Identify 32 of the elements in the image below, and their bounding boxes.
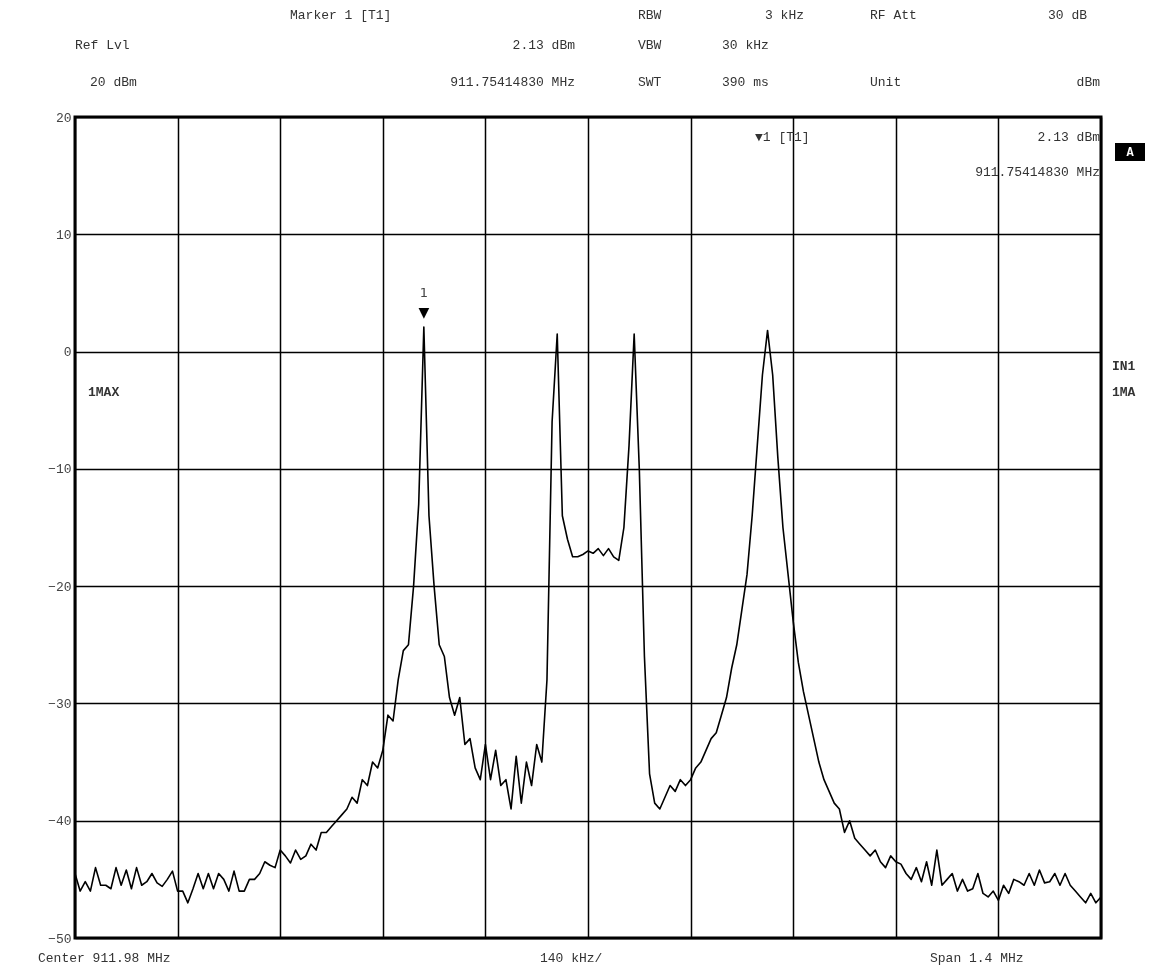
- annotation: ▼: [418, 303, 430, 320]
- text: 390 ms: [722, 75, 769, 90]
- text: 3 kHz: [765, 8, 805, 23]
- y-tick-label: 0: [63, 345, 72, 361]
- text: IN1: [1112, 359, 1136, 374]
- text: 30 kHz: [722, 38, 769, 53]
- y-tick-label: 10: [55, 227, 72, 243]
- annotation: 1: [419, 284, 428, 300]
- y-tick-label: −10: [48, 462, 72, 478]
- text: 1MA: [1112, 385, 1136, 400]
- text: 30 dB: [1048, 8, 1088, 23]
- text: Span 1.4 MHz: [930, 951, 1024, 966]
- text: RBW: [638, 8, 662, 23]
- annotation: 1MAX: [88, 385, 120, 400]
- text: Marker 1 [T1]: [290, 8, 392, 23]
- text: VBW: [638, 38, 662, 53]
- y-tick-label: −30: [48, 696, 72, 712]
- text: RF Att: [870, 8, 917, 23]
- text: SWT: [638, 75, 662, 90]
- y-tick-label: 20: [55, 110, 72, 126]
- text: 911.75414830 MHz: [450, 75, 575, 90]
- text: 2.13 dBm: [512, 38, 576, 53]
- text: 140 kHz/: [540, 951, 603, 966]
- y-tick-label: −20: [48, 579, 72, 595]
- text: A: [1126, 146, 1135, 160]
- y-tick-label: −50: [48, 931, 72, 947]
- text: Center 911.98 MHz: [38, 951, 171, 966]
- text: 20 dBm: [90, 75, 138, 90]
- text: dBm: [1076, 75, 1101, 90]
- text: Unit: [870, 75, 902, 90]
- y-tick-label: −40: [48, 814, 72, 830]
- text: Ref Lvl: [75, 38, 130, 53]
